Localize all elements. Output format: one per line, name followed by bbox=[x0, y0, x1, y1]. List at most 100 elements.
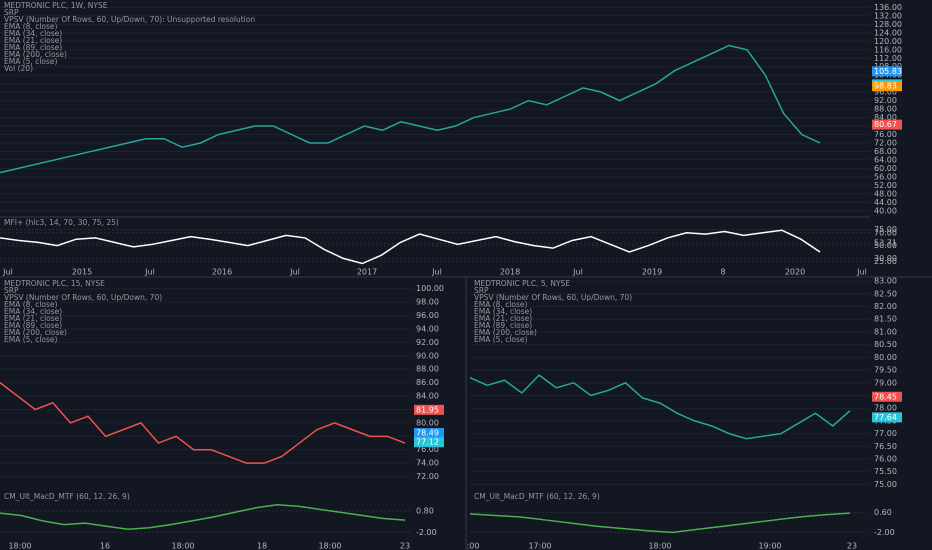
legend-entry: MEDTRONIC PLC, 5, NYSE bbox=[474, 279, 570, 288]
time-label: Jul bbox=[431, 268, 442, 277]
price-label: 76.50 bbox=[874, 442, 897, 451]
price-badge-text: 77.12 bbox=[416, 438, 439, 447]
indicator-label: -2.00 bbox=[416, 528, 437, 537]
legend-entry: SRP bbox=[474, 286, 489, 295]
price-label: 98.00 bbox=[416, 298, 439, 307]
price-label: 76.00 bbox=[874, 455, 897, 464]
price-label: 81.00 bbox=[874, 327, 897, 336]
legend-entry: MEDTRONIC PLC, 1W, NYSE bbox=[4, 1, 108, 10]
legend-entry: VPSV (Number Of Rows, 60, Up/Down, 70) bbox=[474, 293, 632, 302]
indicator-name: CM_Ult_MacD_MTF (60, 12, 26, 9) bbox=[474, 492, 600, 501]
price-label: 132.00 bbox=[874, 11, 902, 20]
price-badge-text: 78.49 bbox=[416, 429, 439, 438]
price-label: 83.00 bbox=[874, 277, 897, 286]
price-label: 75.50 bbox=[874, 467, 897, 476]
indicator-line bbox=[0, 229, 821, 265]
price-label: 96.00 bbox=[416, 311, 439, 320]
time-label: Jul bbox=[2, 268, 13, 277]
indicator-name: MFI+ (hlc3, 14, 70, 30, 75, 25) bbox=[4, 218, 119, 227]
time-label: Jul bbox=[856, 268, 867, 277]
legend-entry: EMA (5, close) bbox=[474, 335, 528, 344]
legend-entry: EMA (34, close) bbox=[474, 307, 532, 316]
price-label: 40.00 bbox=[874, 206, 897, 215]
price-label: 79.50 bbox=[874, 366, 897, 375]
time-label: 2015 bbox=[72, 268, 92, 277]
legend-entry: EMA (34, close) bbox=[4, 307, 62, 316]
legend-entry: EMA (200, close) bbox=[4, 328, 67, 337]
time-label: 2020 bbox=[785, 268, 805, 277]
price-label: 88.00 bbox=[874, 105, 897, 114]
legend-entry: EMA (8, close) bbox=[474, 300, 528, 309]
price-badge bbox=[872, 81, 902, 92]
price-badge-text: 78.45 bbox=[874, 392, 897, 401]
legend-entry: EMA (34, close) bbox=[4, 29, 62, 38]
price-badge-text: 105.83 bbox=[874, 67, 902, 76]
price-label: 75.00 bbox=[874, 480, 897, 489]
price-badge-text: 80.67 bbox=[874, 120, 897, 129]
price-label: 81.50 bbox=[874, 315, 897, 324]
price-label: 124.00 bbox=[874, 28, 902, 37]
price-label: 84.00 bbox=[874, 113, 897, 122]
price-label: 79.00 bbox=[874, 378, 897, 387]
price-label: 120.00 bbox=[874, 37, 902, 46]
time-label: 2016 bbox=[212, 268, 232, 277]
price-badge bbox=[872, 119, 902, 130]
price-line bbox=[469, 374, 851, 440]
legend-entry: SRP bbox=[4, 8, 19, 17]
time-label: Jul bbox=[572, 268, 583, 277]
legend-entry: EMA (21, close) bbox=[4, 314, 62, 323]
price-label: 82.50 bbox=[874, 289, 897, 298]
time-label: Jul bbox=[289, 268, 300, 277]
price-label: 48.00 bbox=[874, 189, 897, 198]
price-label: 74.00 bbox=[416, 459, 439, 468]
price-badge bbox=[872, 66, 902, 77]
legend-entry: EMA (200, close) bbox=[4, 50, 67, 59]
price-label: 68.00 bbox=[874, 147, 897, 156]
indicator-label: 50.00 bbox=[874, 241, 897, 250]
price-label: 90.00 bbox=[416, 351, 439, 360]
time-label: 16 bbox=[100, 542, 110, 550]
price-label: 116.00 bbox=[874, 45, 902, 54]
price-label: 80.00 bbox=[874, 353, 897, 362]
price-badge-text: 81.95 bbox=[416, 405, 439, 414]
legend-entry: MEDTRONIC PLC, 15, NYSE bbox=[4, 279, 105, 288]
time-label: 18:00 bbox=[648, 542, 671, 550]
price-label: 86.00 bbox=[416, 378, 439, 387]
time-label: 8 bbox=[720, 268, 725, 277]
legend-entry: Vol (20) bbox=[4, 64, 33, 73]
price-label: 136.00 bbox=[874, 3, 902, 12]
legend-entry: EMA (89, close) bbox=[4, 43, 62, 52]
price-label: 92.00 bbox=[416, 338, 439, 347]
price-badge bbox=[414, 437, 444, 448]
price-label: 82.00 bbox=[874, 302, 897, 311]
price-badge bbox=[414, 404, 444, 415]
price-badge-text: 98.83 bbox=[874, 82, 897, 91]
price-label: 100.00 bbox=[416, 284, 444, 293]
indicator-label: -2.00 bbox=[874, 528, 895, 537]
indicator-label: 70.00 bbox=[874, 228, 897, 237]
price-label: 64.00 bbox=[874, 155, 897, 164]
price-label: 96.00 bbox=[874, 88, 897, 97]
legend-entry: EMA (200, close) bbox=[474, 328, 537, 337]
price-line bbox=[0, 382, 406, 464]
indicator-label: 25.00 bbox=[874, 257, 897, 266]
time-label: 18:00 bbox=[318, 542, 341, 550]
indicator-name: CM_Ult_MacD_MTF (60, 12, 26, 9) bbox=[4, 492, 130, 501]
time-label: 2018 bbox=[500, 268, 520, 277]
legend-entry: EMA (8, close) bbox=[4, 300, 58, 309]
legend-entry: EMA (5, close) bbox=[4, 57, 58, 66]
indicator-line bbox=[469, 512, 851, 534]
price-label: 128.00 bbox=[874, 20, 902, 29]
legend-entry: EMA (8, close) bbox=[4, 22, 58, 31]
time-label: 23 bbox=[847, 542, 857, 550]
price-label: 72.00 bbox=[874, 138, 897, 147]
time-label: 18:00 bbox=[8, 542, 31, 550]
price-badge-text: 77.64 bbox=[874, 413, 897, 422]
legend-entry: EMA (89, close) bbox=[474, 321, 532, 330]
price-label: 52.00 bbox=[874, 181, 897, 190]
price-label: 76.00 bbox=[416, 445, 439, 454]
legend-entry: VPSV (Number Of Rows, 60, Up/Down, 70): … bbox=[4, 15, 255, 24]
price-label: 77.00 bbox=[874, 429, 897, 438]
price-label: 60.00 bbox=[874, 164, 897, 173]
